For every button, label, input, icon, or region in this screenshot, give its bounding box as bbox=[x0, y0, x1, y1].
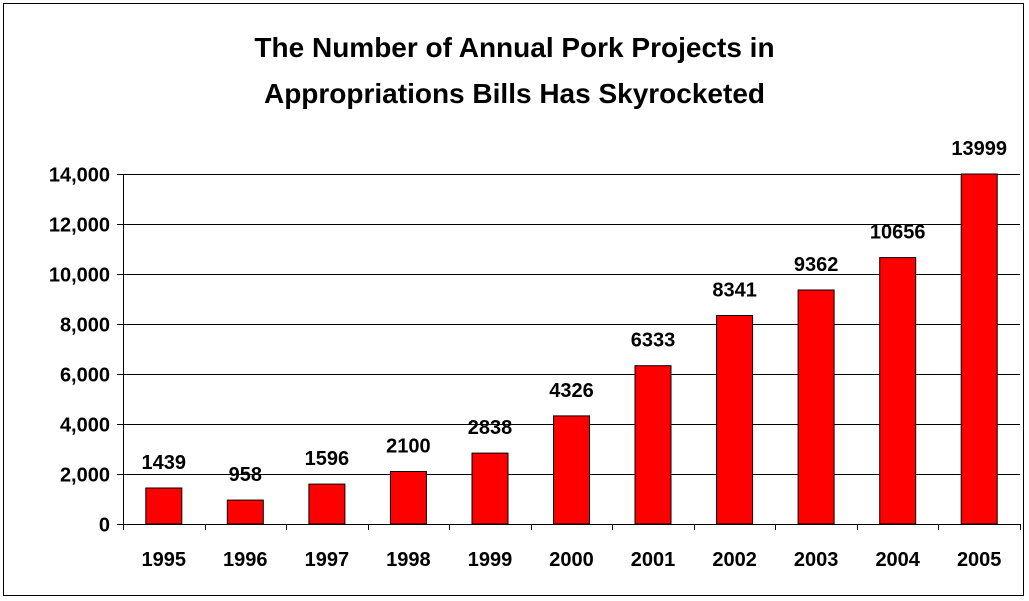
data-label: 4326 bbox=[549, 380, 594, 402]
x-tick-label: 1997 bbox=[305, 549, 350, 571]
bar-2004 bbox=[879, 257, 917, 525]
bar-2001 bbox=[634, 365, 672, 525]
x-tick-label: 1995 bbox=[142, 549, 187, 571]
x-tick-label: 1998 bbox=[386, 549, 431, 571]
data-label: 13999 bbox=[951, 138, 1007, 160]
y-tick-label: 8,000 bbox=[60, 315, 110, 337]
bar-2000 bbox=[553, 415, 590, 525]
data-label: 6333 bbox=[631, 330, 676, 352]
x-tick-label: 1996 bbox=[223, 549, 268, 571]
bar-1998 bbox=[389, 471, 427, 525]
y-tick-label: 2,000 bbox=[60, 465, 110, 487]
y-tick-label: 14,000 bbox=[49, 165, 110, 187]
chart-title-line-2: Appropriations Bills Has Skyrocketed bbox=[263, 78, 766, 109]
bar-2003 bbox=[797, 289, 835, 525]
bars bbox=[145, 173, 998, 525]
x-tick-label: 2003 bbox=[794, 549, 839, 571]
y-tick-label: 4,000 bbox=[60, 415, 110, 437]
y-tick-label: 0 bbox=[99, 515, 110, 537]
data-label: 2838 bbox=[468, 417, 513, 439]
y-tick-label: 6,000 bbox=[60, 365, 110, 387]
chart-title-line-1: The Number of Annual Pork Projects in bbox=[254, 32, 775, 63]
x-tick-label: 2004 bbox=[875, 549, 920, 571]
y-tick-label: 10,000 bbox=[49, 265, 110, 287]
x-tick-label: 1999 bbox=[468, 549, 513, 571]
x-tick-label: 2002 bbox=[712, 549, 757, 571]
data-label: 1596 bbox=[305, 448, 350, 470]
y-tick-label: 12,000 bbox=[49, 215, 110, 237]
data-label: 8341 bbox=[712, 280, 757, 302]
bar-1995 bbox=[145, 487, 183, 525]
x-tick-label: 2005 bbox=[957, 549, 1002, 571]
data-label: 2100 bbox=[386, 436, 431, 458]
bar-1996 bbox=[226, 499, 264, 525]
data-label: 958 bbox=[229, 464, 262, 486]
bar-1999 bbox=[471, 452, 509, 525]
x-tick-label: 2000 bbox=[549, 549, 594, 571]
bar-2005 bbox=[960, 173, 998, 525]
data-label: 10656 bbox=[870, 222, 926, 244]
labels: 0 2,000 4,000 6,000 8,000 10,000 12,000 14,000 1… bbox=[49, 138, 1007, 571]
data-label: 1439 bbox=[142, 452, 187, 474]
x-tick-label: 2001 bbox=[631, 549, 676, 571]
bar-2002 bbox=[716, 315, 754, 525]
gridlines bbox=[123, 174, 1020, 475]
axes bbox=[117, 174, 1021, 530]
bar-1997 bbox=[308, 483, 346, 525]
data-label: 9362 bbox=[794, 254, 839, 276]
